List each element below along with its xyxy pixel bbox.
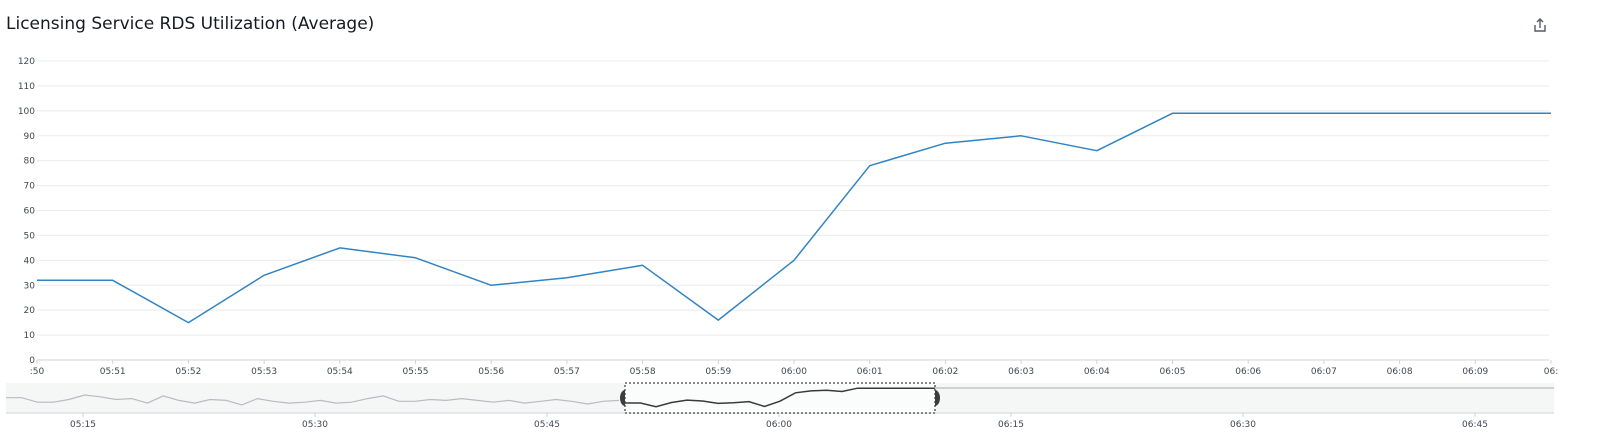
x-tick-label: 05:57: [554, 367, 580, 377]
x-tick-label: 06:07: [1311, 367, 1337, 377]
y-tick-label: 30: [24, 281, 36, 291]
series-layer: [36, 112, 1552, 324]
x-tick-label: 05:52: [175, 367, 201, 377]
y-tick-label: 90: [24, 132, 36, 142]
y-tick-label: 80: [24, 157, 36, 167]
y-tick-label: 0: [29, 356, 35, 366]
share-icon[interactable]: [1531, 16, 1549, 34]
y-tick-label: 70: [24, 182, 36, 192]
x-tick-label: 05:59: [705, 367, 731, 377]
x-tick-label: 06:09: [1462, 367, 1488, 377]
x-tick-label: 05:58: [630, 367, 656, 377]
x-axis: :50 05:51 05:52 05:53 05:54 05:55 05:56 05:57 05…: [30, 360, 1558, 377]
navigator-tick-label: 06:45: [1462, 420, 1488, 430]
x-tick-label: 06:05: [1160, 367, 1186, 377]
x-tick-label: 05:51: [100, 367, 126, 377]
x-tick-label: 06:03: [1008, 367, 1034, 377]
x-tick-label: 06:02: [932, 367, 958, 377]
navigator-tick-label: 05:15: [70, 420, 96, 430]
share-icon-glyph: [1534, 18, 1546, 32]
y-tick-label: 40: [24, 256, 36, 266]
y-tick-label: 50: [24, 231, 36, 241]
navigator-tick-label: 05:30: [302, 420, 328, 430]
navigator-overview-line: [6, 394, 620, 406]
navigator-right-handle[interactable]: [935, 390, 940, 406]
series-line: [37, 112, 1551, 324]
navigator-left-handle[interactable]: [620, 390, 625, 406]
x-tick-label: 06:06: [1235, 367, 1261, 377]
time-navigator[interactable]: 05:15 05:30 05:45 06:00 06:15 06:30 06:45: [6, 382, 1554, 430]
x-tick-label: 06:01: [857, 367, 883, 377]
y-tick-label: 120: [18, 57, 35, 67]
navigator-tick-label: 05:45: [534, 420, 560, 430]
x-tick-label: 06:08: [1387, 367, 1413, 377]
x-tick-label: :50: [30, 367, 45, 377]
navigator-tick-label: 06:15: [998, 420, 1024, 430]
y-axis-ticks: 0 10 20 30 40 50 60 70 80 90 100 110 120: [18, 57, 35, 366]
x-tick-label: 05:53: [251, 367, 277, 377]
navigator-tick-label: 06:00: [766, 420, 792, 430]
x-tick-label: 06:00: [781, 367, 807, 377]
y-tick-label: 20: [24, 306, 36, 316]
x-tick-label: 06:04: [1084, 367, 1110, 377]
y-tick-label: 60: [24, 207, 36, 217]
x-tick-label: 06:: [1544, 367, 1558, 377]
y-tick-label: 110: [18, 82, 35, 92]
x-tick-label: 05:56: [478, 367, 504, 377]
chart-title: Licensing Service RDS Utilization (Avera…: [6, 14, 375, 34]
y-tick-label: 100: [18, 107, 35, 117]
grid-lines: [37, 60, 1549, 361]
x-tick-label: 05:54: [327, 367, 353, 377]
navigator-selected-line: [625, 387, 935, 408]
x-tick-label: 05:55: [403, 367, 429, 377]
navigator-tick-label: 06:30: [1230, 420, 1256, 430]
y-tick-label: 10: [24, 331, 36, 341]
